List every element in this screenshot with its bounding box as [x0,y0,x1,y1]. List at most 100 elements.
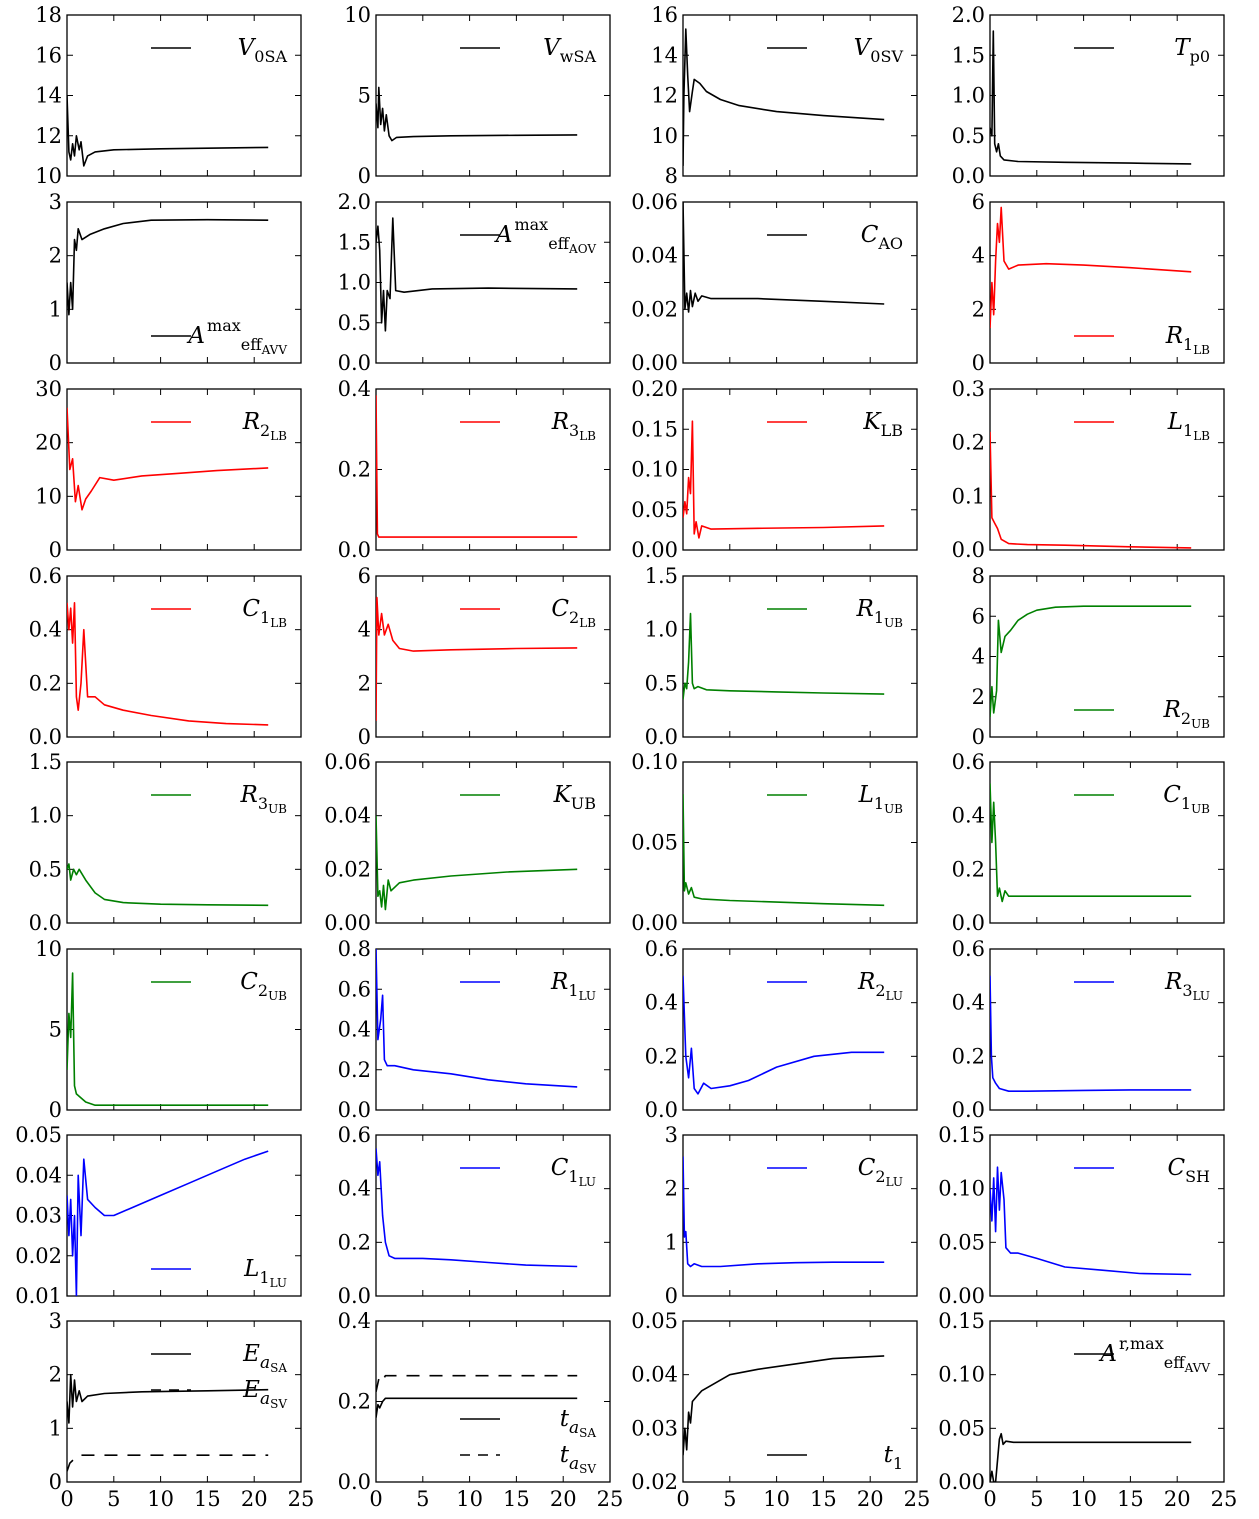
x-tick-label: 25 [1211,1487,1238,1511]
series-line [990,783,1192,903]
x-tick-label: 25 [288,1487,315,1511]
subplot-21: 0.0 0.2 0.4 0.6 0.8 R1LU [338,937,611,1122]
y-tick-label: 0.1 [952,484,985,508]
legend-label: R2LB [242,409,287,443]
x-tick-label: 20 [550,1487,577,1511]
axes-frame [682,948,918,1111]
x-tick-label: 5 [1030,1487,1043,1511]
subplot-27: 0.00 0.05 0.10 0.15 CSH [938,1123,1225,1308]
y-tick-label: 0.2 [338,1058,371,1082]
legend-label: R1LU [550,969,596,1003]
y-tick-label: 0.6 [29,564,62,588]
y-tick-label: 4 [972,244,985,268]
y-tick-label: 0.4 [338,1177,371,1201]
y-tick-label: 0.03 [631,1416,678,1440]
y-tick-label: 0.4 [29,618,62,642]
y-tick-label: 1.5 [645,564,678,588]
y-tick-label: 2 [972,297,985,321]
axes-frame [989,201,1225,364]
y-tick-label: 0.20 [631,377,678,401]
series-line [683,1156,885,1268]
y-tick-label: 0.2 [952,431,985,455]
y-tick-label: 1.0 [29,804,62,828]
y-tick-label: 0.04 [631,1363,678,1387]
subplot-10: 0.00 0.05 0.10 0.15 0.20 KLB [631,377,918,562]
subplot-24: 0.01 0.02 0.03 0.04 0.05 L1LU [15,1123,302,1308]
x-tick-label: 10 [1070,1487,1097,1511]
series-line [67,863,269,907]
series-line [683,794,885,907]
legend-label: Tp0 [1174,35,1210,66]
y-tick-label: 0.0 [645,1098,678,1122]
x-tick-label: 25 [597,1487,624,1511]
y-tick-label: 0 [358,164,371,188]
y-tick-label: 0.5 [338,311,371,335]
y-tick-label: 0.2 [645,1044,678,1068]
series-line [376,1148,578,1268]
y-tick-label: 0.04 [631,244,678,268]
y-tick-label: 0.00 [938,1284,985,1308]
x-tick-label: 0 [369,1487,382,1511]
y-tick-label: 0 [49,351,62,375]
y-tick-label: 0.4 [338,377,371,401]
axes-frame [682,1134,918,1297]
y-tick-label: 0.04 [324,804,371,828]
y-tick-label: 0.2 [338,1390,371,1414]
y-tick-label: 0.0 [645,725,678,749]
x-tick-label: 25 [904,1487,931,1511]
axes-frame [66,761,302,924]
y-tick-label: 16 [35,43,62,67]
x-tick-label: 0 [60,1487,73,1511]
legend-label: Ar,max​effAVV [1098,1334,1210,1375]
y-tick-label: 30 [35,377,62,401]
x-tick-label: 10 [456,1487,483,1511]
y-tick-label: 1.5 [338,230,371,254]
series-line [376,1374,578,1392]
subplot-22: 0.0 0.2 0.4 0.6 R2LU [645,937,918,1122]
legend-label: R3LU [1164,969,1210,1003]
y-tick-label: 0.00 [938,1470,985,1494]
y-tick-label: 0.4 [338,1309,371,1333]
y-tick-label: 2 [49,244,62,268]
legend-label: R2LU [857,969,903,1003]
y-tick-label: 2 [665,1177,678,1201]
y-tick-label: 14 [35,84,62,108]
axes-frame [682,201,918,364]
series-line [990,431,1192,549]
y-tick-label: 12 [35,124,62,148]
y-tick-label: 0.10 [938,1177,985,1201]
y-tick-label: 0.15 [631,417,678,441]
y-tick-label: 0.0 [952,911,985,935]
legend-label: V0SA [238,35,288,66]
subplot-0: 10 12 14 16 18 V0SA [35,3,302,188]
axes-frame [989,1134,1225,1297]
series-line [67,601,269,726]
legend-label: CAO [861,222,903,253]
series-line [376,395,578,538]
y-tick-label: 8 [665,164,678,188]
y-tick-label: 0.05 [631,831,678,855]
axes-frame [375,388,611,551]
x-tick-label: 15 [810,1487,837,1511]
subplot-2: 8 10 12 14 16 V0SV [651,3,918,188]
y-tick-label: 14 [651,43,678,67]
x-tick-label: 20 [241,1487,268,1511]
y-tick-label: 0 [972,351,985,375]
y-tick-label: 0.2 [952,1044,985,1068]
x-tick-label: 10 [763,1487,790,1511]
y-tick-label: 2 [358,671,371,695]
y-tick-label: 0.2 [338,1230,371,1254]
x-tick-label: 20 [857,1487,884,1511]
y-tick-label: 3 [49,1309,62,1333]
x-tick-label: 15 [1117,1487,1144,1511]
y-tick-label: 10 [651,124,678,148]
series-line [990,975,1192,1092]
axes-frame [66,575,302,738]
y-tick-label: 0.0 [338,1284,371,1308]
y-tick-label: 0 [49,1098,62,1122]
y-tick-label: 6 [972,604,985,628]
y-tick-label: 0.0 [952,164,985,188]
y-tick-label: 0 [665,1284,678,1308]
